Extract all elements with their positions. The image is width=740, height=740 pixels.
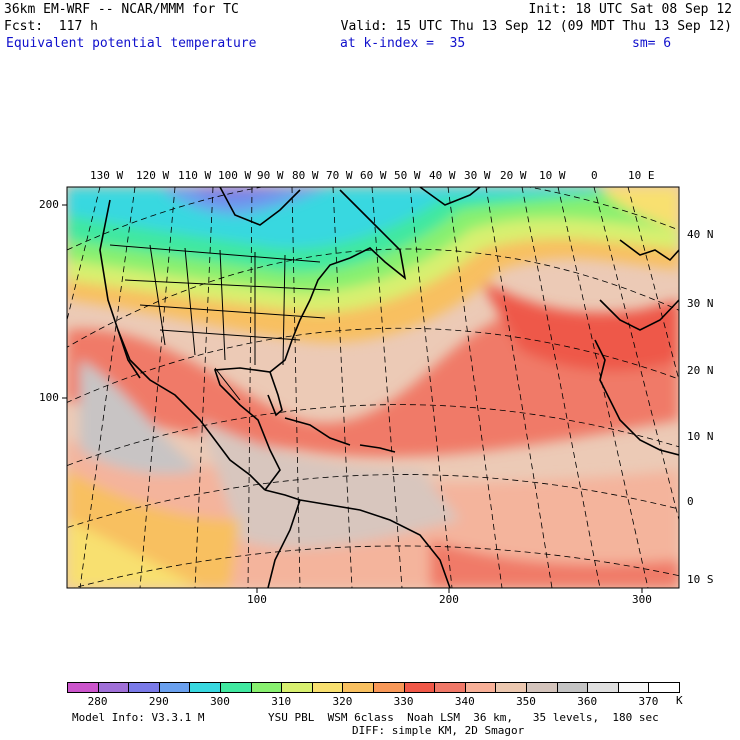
state-borders [109,244,331,401]
smoothing-value: sm= 6 [632,36,672,51]
grid-label-x-200: 200 [439,593,459,606]
graticule [67,187,679,588]
colorbar-swatch [311,682,344,693]
coastlines [99,187,679,588]
colorbar-swatch [67,682,99,693]
colorbar-swatch [281,682,313,693]
lon-label-30w: 30 W [464,169,491,182]
colorbar-tick-label: 320 [332,695,353,708]
lon-label-100w: 100 W [218,169,252,182]
lat-label-20n: 20 N [687,364,714,377]
lat-label-10n: 10 N [687,430,714,443]
colorbar-swatch [617,682,650,693]
colorbar-swatch [434,682,466,693]
lon-label-60w: 60 W [360,169,387,182]
theta-e-field [67,187,679,588]
grid-label-x-100: 100 [247,593,267,606]
header-valid-time: Valid: 15 UTC Thu 13 Sep 12 (09 MDT Thu … [340,19,732,34]
colorbar-swatch [373,682,405,693]
lon-label-10e: 10 E [628,169,655,182]
colorbar-swatch [342,682,374,693]
colorbar-tick-label: 370 [638,695,659,708]
footer-diffusion: DIFF: simple KM, 2D Smagor [352,724,525,737]
header-forecast-hour: Fcst: 117 h [4,19,98,34]
colorbar-swatch [526,682,558,693]
lat-label-30n: 30 N [687,297,714,310]
colorbar-swatch [556,682,589,693]
footer-model-info: Model Info: V3.3.1 M [72,711,205,724]
colorbar-swatch [128,682,160,693]
colorbar-tick-label: 360 [577,695,598,708]
colorbar-tick-label: 310 [271,695,292,708]
lon-label-0: 0 [591,169,598,182]
lon-label-70w: 70 W [326,169,353,182]
grid-label-x-300: 300 [632,593,652,606]
colorbar-tick-label: 300 [210,695,230,708]
lon-label-40w: 40 W [429,169,456,182]
lon-label-130w: 130 W [90,169,124,182]
lat-label-0: 0 [687,495,694,508]
header-init-time: Init: 18 UTC Sat 08 Sep 12 [528,2,733,17]
colorbar-tick-label: 340 [454,695,475,708]
colorbar-swatch [97,682,130,693]
lat-label-40n: 40 N [687,228,714,241]
colorbar-swatch [158,682,191,693]
grid-label-y-100: 100 [39,391,59,404]
colorbar-swatch [250,682,283,693]
lon-label-90w: 90 W [257,169,284,182]
colorbar-unit: K [676,694,683,707]
colorbar-swatch [495,682,527,693]
lon-label-50w: 50 W [394,169,421,182]
lon-label-120w: 120 W [136,169,170,182]
axis-ticks [62,204,643,593]
lon-label-80w: 80 W [292,169,319,182]
colorbar-swatch [189,682,221,693]
colorbar-swatch [648,682,680,693]
grid-label-y-200: 200 [39,198,59,211]
field-name: Equivalent potential temperature [6,36,257,51]
colorbar-swatch [220,682,252,693]
colorbar-tick-label: 330 [393,695,414,708]
colorbar-tick-label: 350 [516,695,536,708]
colorbar-swatch [403,682,436,693]
colorbar-swatch [587,682,619,693]
colorbar-swatch [464,682,497,693]
colorbar-tick-label: 290 [148,695,169,708]
field-level: at k-index = 35 [340,36,466,51]
map-frame [66,186,680,589]
lon-label-20w: 20 W [500,169,527,182]
lat-label-10s: 10 S [687,573,714,586]
colorbar-tick-label: 280 [87,695,108,708]
lon-label-10w: 10 W [539,169,566,182]
footer-physics: YSU PBL WSM 6class Noah LSM 36 km, 35 le… [268,711,659,724]
lon-label-110w: 110 W [178,169,212,182]
header-model-title: 36km EM-WRF -- NCAR/MMM for TC [4,2,239,17]
